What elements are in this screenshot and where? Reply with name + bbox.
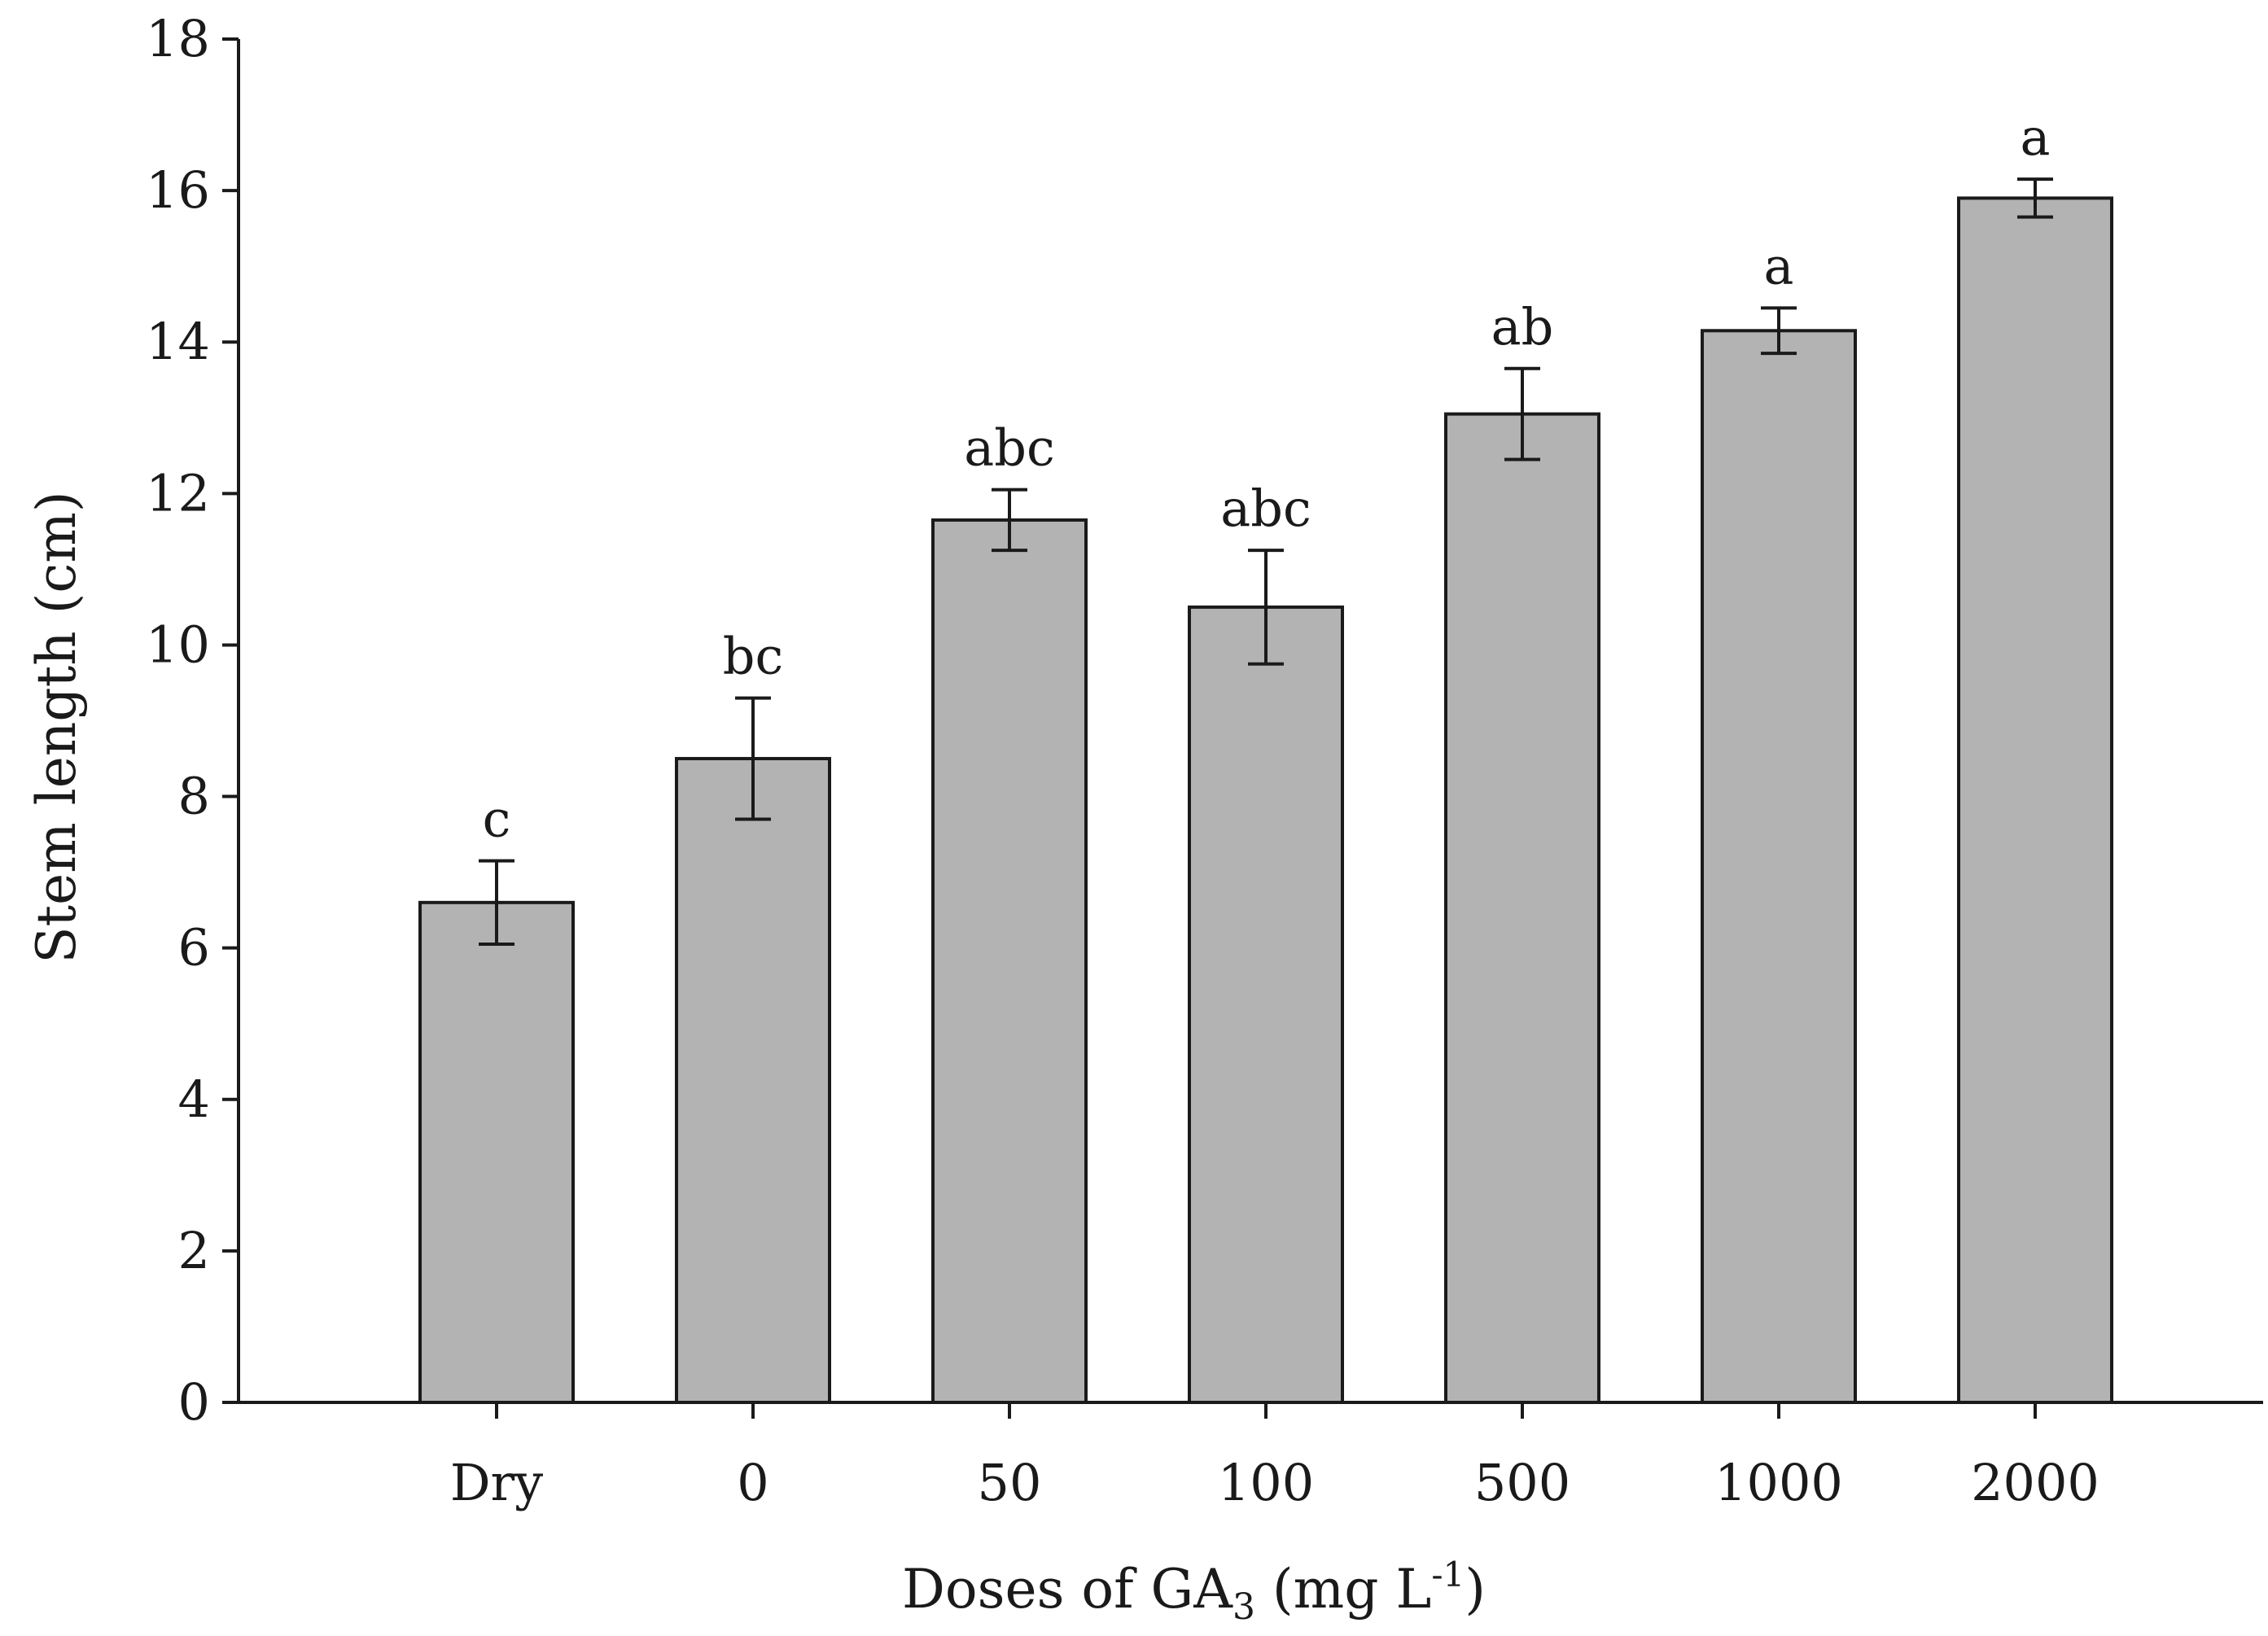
bar bbox=[931, 518, 1088, 1404]
bar bbox=[418, 900, 575, 1405]
significance-letter: ab bbox=[1491, 297, 1554, 357]
significance-letter: abc bbox=[1220, 479, 1311, 538]
x-tick-label: 1000 bbox=[1714, 1453, 1843, 1512]
bar bbox=[1444, 412, 1600, 1404]
x-axis-title-main: Doses of GA bbox=[902, 1558, 1233, 1621]
x-axis-title-superscript: -1 bbox=[1431, 1555, 1465, 1594]
x-tick-label: 0 bbox=[737, 1453, 768, 1512]
x-tick-label: 2000 bbox=[1971, 1453, 2099, 1512]
x-axis-title-subscript: 3 bbox=[1233, 1586, 1255, 1628]
x-tick-label: 500 bbox=[1474, 1453, 1570, 1512]
x-tick-label: 50 bbox=[978, 1453, 1042, 1512]
bar bbox=[1188, 605, 1344, 1404]
y-ticks-layer: 0 2 4 6 8 10 12 14 16 18 bbox=[146, 9, 239, 1432]
significance-labels-layer: c bc abc abc ab a a bbox=[483, 107, 2051, 849]
y-tick-label: 2 bbox=[178, 1221, 210, 1280]
y-tick-label: 14 bbox=[146, 312, 210, 371]
y-tick-label: 8 bbox=[178, 767, 210, 826]
significance-letter: bc bbox=[723, 627, 783, 686]
y-tick-label: 6 bbox=[178, 918, 210, 978]
x-axis-title-unit-close: ) bbox=[1465, 1558, 1486, 1621]
x-axis-title: Doses of GA3 (mg L-1) bbox=[902, 1555, 1486, 1628]
y-tick-label: 12 bbox=[146, 463, 210, 523]
significance-letter: abc bbox=[964, 418, 1054, 478]
y-tick-label: 4 bbox=[178, 1070, 210, 1129]
significance-letter: a bbox=[2021, 107, 2051, 167]
x-tick-label: 100 bbox=[1218, 1453, 1314, 1512]
y-tick-label: 18 bbox=[146, 9, 210, 68]
significance-letter: c bbox=[483, 790, 511, 849]
y-tick-label: 10 bbox=[146, 615, 210, 674]
bars-layer bbox=[418, 196, 2113, 1405]
x-ticks-layer: Dry 0 50 100 500 1000 2000 bbox=[450, 1402, 2099, 1512]
significance-letter: a bbox=[1764, 236, 1794, 295]
y-axis-title: Stem length (cm) bbox=[25, 491, 88, 963]
x-axis-title-unit-open: (mg L bbox=[1255, 1558, 1431, 1621]
bar bbox=[1701, 329, 1857, 1404]
y-tick-label: 16 bbox=[146, 160, 210, 220]
error-bars-layer bbox=[479, 177, 2053, 947]
axes-layer bbox=[222, 39, 2263, 1404]
y-tick-label: 0 bbox=[178, 1372, 210, 1432]
x-tick-label: Dry bbox=[450, 1453, 543, 1512]
bar bbox=[675, 757, 831, 1404]
bar bbox=[1957, 196, 2113, 1405]
